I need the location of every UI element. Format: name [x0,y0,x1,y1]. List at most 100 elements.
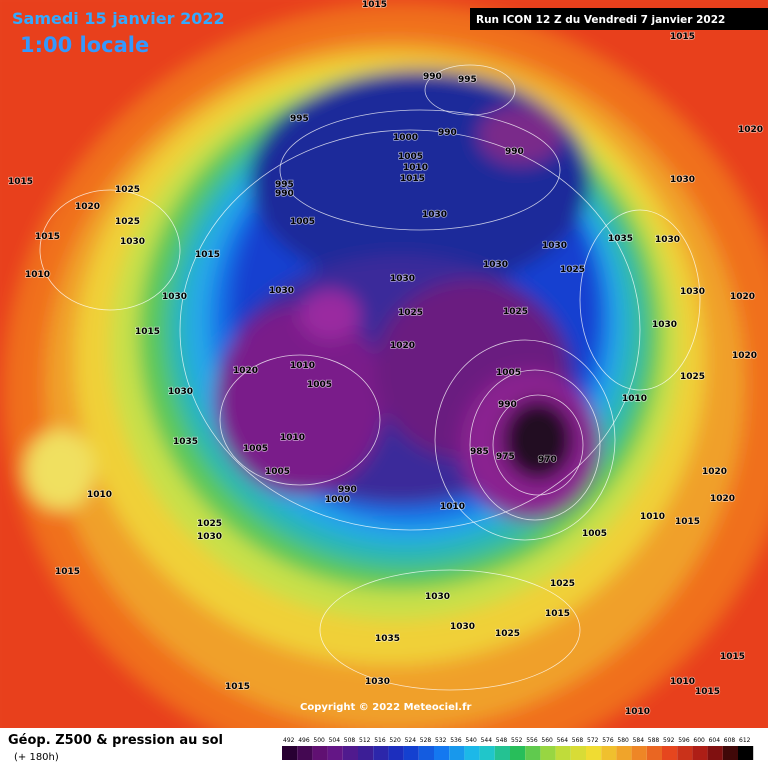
colorbar-swatch [479,746,495,760]
isobar-label: 1030 [269,286,294,296]
isobar-label: 1015 [35,232,60,242]
colorbar-swatch [510,746,526,760]
isobar-label: 1005 [496,368,521,378]
isobar-label: 1015 [720,652,745,662]
colorbar-swatch [327,746,343,760]
colorbar-label: 520 [389,737,401,744]
isobar-label: 1030 [390,274,415,284]
isobar-label: 1015 [195,250,220,260]
colorbar-label: 568 [572,737,584,744]
colorbar-label: 560 [541,737,553,744]
colorbar-label: 536 [450,737,462,744]
isobar-label: 1015 [362,0,387,10]
isobar-label: 1025 [197,519,222,529]
isobar-label: 1015 [55,567,80,577]
isobar-label: 1010 [622,394,647,404]
isobar-label: 1010 [25,270,50,280]
isobar-label: 1030 [422,210,447,220]
colorbar-label: 588 [648,737,660,744]
colorbar-label: 516 [374,737,386,744]
isobar-label: 1015 [135,327,160,337]
colorbar-label: 540 [465,737,477,744]
colorbar-label: 592 [663,737,675,744]
date: Samedi 15 janvier 2022 [12,9,225,28]
isobar-label: 1030 [542,241,567,251]
isobar-label: 1005 [243,444,268,454]
isobar-label: 970 [538,455,557,465]
colorbar-swatch [297,746,313,760]
isobar-label: 1020 [730,292,755,302]
isobar-label: 1030 [162,292,187,302]
isobar-label: 1000 [393,133,418,143]
isobar-label: 1025 [495,629,520,639]
colorbar-label: 532 [435,737,447,744]
colorbar-swatch [449,746,465,760]
isobar-label: 995 [275,180,294,190]
isobar-label: 1015 [400,174,425,184]
colorbar-label: 576 [602,737,614,744]
colorbar-label: 496 [298,737,310,744]
colorbar-swatch [707,746,723,760]
colorbar-swatch [434,746,450,760]
isobar-label: 1030 [120,237,145,247]
isobar-label: 1025 [503,307,528,317]
isobar-label: 1005 [290,217,315,227]
isobar-label: 1020 [710,494,735,504]
colorbar-swatch [722,746,738,760]
colorbar-label: 584 [633,737,645,744]
isobar-label: 1020 [75,202,100,212]
isobar-label: 1030 [652,320,677,330]
colorbar-label: 552 [511,737,523,744]
colorbar-swatch [555,746,571,760]
isobar-label: 1015 [545,609,570,619]
colorbar-swatch [540,746,556,760]
isobar-label: 1025 [560,265,585,275]
isobar-label: 990 [423,72,442,82]
isobar-label: 1030 [670,175,695,185]
isobar-label: 1030 [483,260,508,270]
isobar-label: 990 [498,400,517,410]
colorbar-label: 564 [557,737,569,744]
colorbar-swatch [312,746,328,760]
isobar-label: 1010 [625,707,650,717]
isobar-label: 990 [338,485,357,495]
colorbar-swatch [570,746,586,760]
isobar-label: 1005 [307,380,332,390]
isobar-label: 990 [505,147,524,157]
isobar-label: 975 [496,452,515,462]
colorbar-label: 612 [739,737,751,744]
colorbar: 492 496 500 504 508 512 516 520 524 528 532 536 540 5… [282,737,754,760]
isobar-label: 1035 [173,437,198,447]
colorbar-swatch [494,746,510,760]
isobar-label: 1020 [732,351,757,361]
isobar-label: 1020 [390,341,415,351]
colorbar-swatch [388,746,404,760]
isobar-label: 1030 [425,592,450,602]
isobar-label: 1015 [225,682,250,692]
isobar-label: 1010 [87,490,112,500]
colorbar-label: 548 [496,737,508,744]
colorbar-swatch [692,746,708,760]
isobar-label: 1010 [640,512,665,522]
colorbar-label: 544 [481,737,493,744]
isobar-label: 990 [275,189,294,199]
isobar-label: 1015 [675,517,700,527]
isobar-label: 1025 [550,579,575,589]
colorbar-swatch [282,746,298,760]
copyright: Copyright © 2022 Meteociel.fr [300,702,471,713]
colorbar-label: 528 [420,737,432,744]
colorbar-label: 508 [344,737,356,744]
isobar-label: 1020 [738,125,763,135]
colorbar-label: 572 [587,737,599,744]
colorbar-swatch [342,746,358,760]
isobar-label: 1010 [670,677,695,687]
colorbar-label: 596 [678,737,690,744]
isobar-label: 1020 [233,366,258,376]
colorbar-label: 556 [526,737,538,744]
time: 1:00 locale [20,33,149,57]
isobar-label: 1010 [290,361,315,371]
isobar-label: 1025 [115,185,140,195]
colorbar-label: 500 [313,737,325,744]
